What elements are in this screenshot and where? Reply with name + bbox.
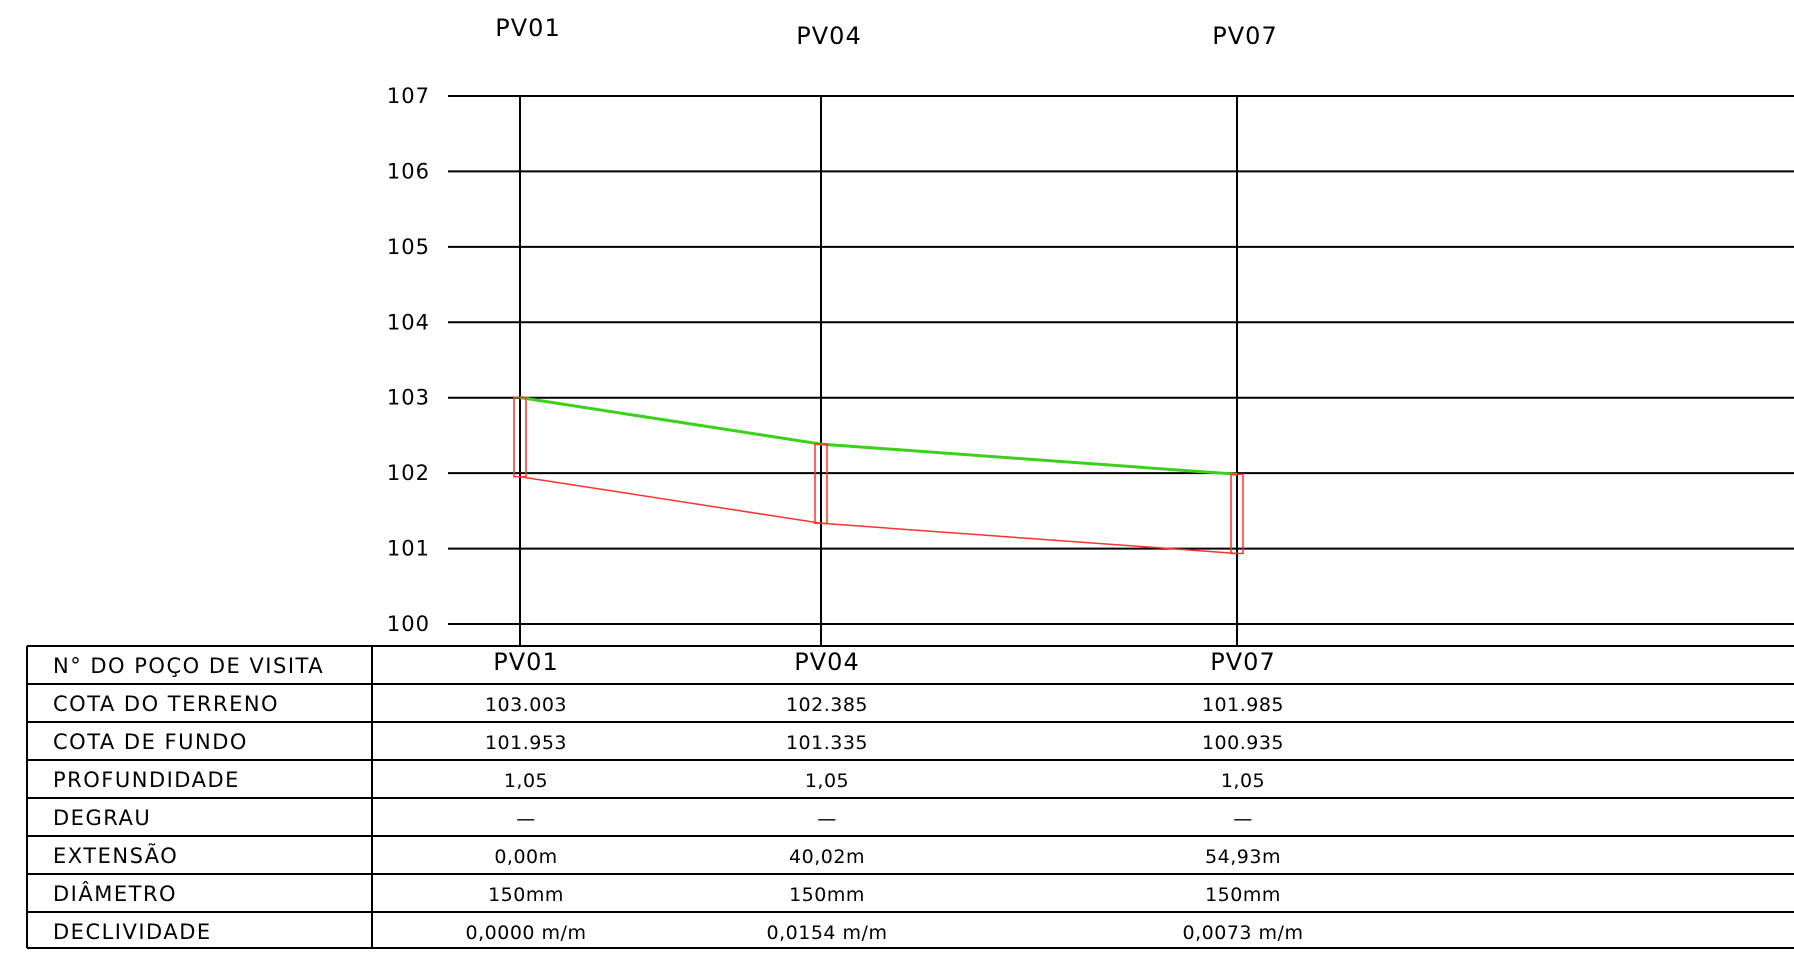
terrain-line xyxy=(519,396,1238,476)
table-cell: PV07 xyxy=(1210,648,1275,676)
elevation-label: 103 xyxy=(387,386,430,410)
table-cell: 0,0154 m/m xyxy=(767,922,888,944)
elevation-label: 101 xyxy=(387,537,430,561)
table-cell: — xyxy=(1233,808,1253,830)
table-cell: 1,05 xyxy=(504,770,548,792)
table-cell: 0,0000 m/m xyxy=(466,922,587,944)
table-cell: 102.385 xyxy=(786,694,868,716)
table-cell: 103.003 xyxy=(485,694,567,716)
table-cell: PV01 xyxy=(493,648,558,676)
table-row-label: COTA DO TERRENO xyxy=(53,692,279,716)
station-title: PV01 xyxy=(495,14,560,42)
elevation-label: 100 xyxy=(387,612,430,636)
table-cell: — xyxy=(516,808,536,830)
table-cell: 0,00m xyxy=(494,846,557,868)
data-table: N° DO POÇO DE VISITA PV01 PV04 PV07 COTA DO … xyxy=(26,645,1794,949)
station-titles: PV01 PV04 PV07 xyxy=(495,14,1277,50)
table-cell: PV04 xyxy=(794,648,859,676)
table-row-label: DIÂMETRO xyxy=(53,881,177,906)
table-row-label: DEGRAU xyxy=(53,806,151,830)
table-row-label: DECLIVIDADE xyxy=(53,920,212,944)
elevation-label: 107 xyxy=(387,84,430,108)
elevation-label: 105 xyxy=(387,235,430,259)
elevation-grid xyxy=(448,95,1794,625)
table-row-label: EXTENSÃO xyxy=(53,842,178,868)
table-cell: 101.953 xyxy=(485,732,567,754)
table-cell: 1,05 xyxy=(805,770,849,792)
station-verticals xyxy=(519,96,1238,646)
elevation-axis-labels: 107 106 105 104 103 102 101 100 xyxy=(387,84,430,636)
manhole-shaft xyxy=(814,443,828,525)
table-cell: 0,0073 m/m xyxy=(1183,922,1304,944)
elevation-label: 106 xyxy=(387,159,430,183)
invert-line xyxy=(519,475,1238,555)
table-cell: 100.935 xyxy=(1202,732,1284,754)
table-cell: 1,05 xyxy=(1221,770,1265,792)
table-row-label: N° DO POÇO DE VISITA xyxy=(53,654,324,678)
table-cell: 150mm xyxy=(488,884,564,906)
table-cell: 101.985 xyxy=(1202,694,1284,716)
profile-lines xyxy=(513,396,1244,555)
station-title: PV04 xyxy=(796,22,861,50)
elevation-label: 104 xyxy=(387,310,430,334)
table-cell: 101.335 xyxy=(786,732,868,754)
table-cell: 150mm xyxy=(1205,884,1281,906)
table-row-label: PROFUNDIDADE xyxy=(53,768,240,792)
station-title: PV07 xyxy=(1212,22,1277,50)
table-cell: — xyxy=(817,808,837,830)
table-cell: 40,02m xyxy=(789,846,865,868)
table-row-label: COTA DE FUNDO xyxy=(53,730,248,754)
table-cell: 150mm xyxy=(789,884,865,906)
manhole-shaft xyxy=(1230,473,1244,555)
manhole-shaft xyxy=(513,396,527,478)
elevation-label: 102 xyxy=(387,461,430,485)
table-cell: 54,93m xyxy=(1205,846,1281,868)
